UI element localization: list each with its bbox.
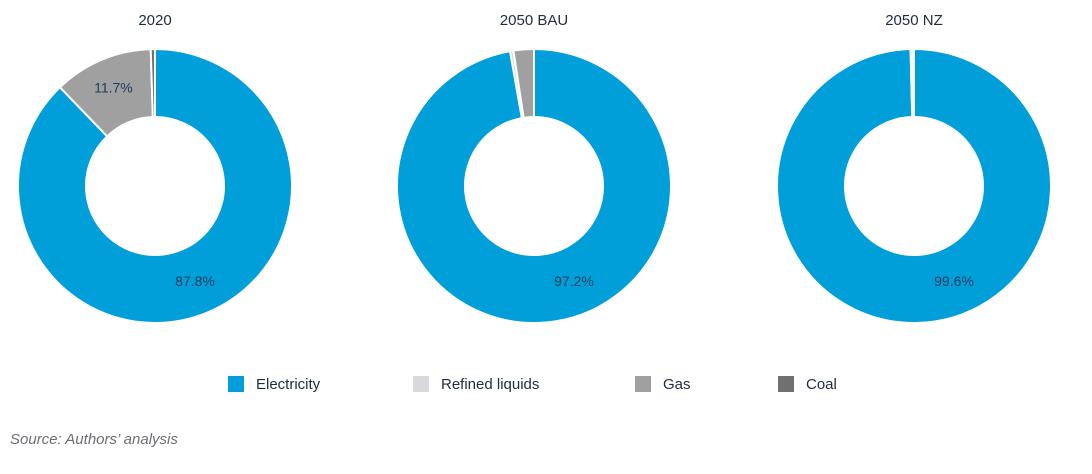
slice-gas	[512, 47, 535, 119]
donut-chart-2050-nz: 2050 NZ 99.6%	[776, 12, 1052, 324]
chart-title: 2050 BAU	[500, 12, 568, 29]
slice-label-electricity: 87.8%	[175, 273, 215, 289]
legend-item-coal: Coal	[778, 374, 837, 394]
legend-item-gas: Gas	[635, 374, 691, 394]
legend-label-refined-liquids: Refined liquids	[441, 375, 540, 393]
source-note: Source: Authors’ analysis	[10, 431, 178, 448]
slice-label-electricity: 99.6%	[934, 273, 974, 289]
donut-chart-2050-bau: 2050 BAU 97.2%	[396, 12, 672, 324]
donut-chart-2020: 2020 87.8% 11.7%	[17, 12, 293, 324]
legend-swatch-electricity	[228, 376, 244, 392]
legend-item-electricity: Electricity	[228, 374, 320, 394]
legend-label-coal: Coal	[806, 375, 837, 393]
slice-label-gas: 11.7%	[94, 79, 133, 95]
slice-electricity	[17, 47, 293, 324]
legend-swatch-refined-liquids	[413, 376, 429, 392]
slice-coal	[149, 47, 156, 119]
legend-swatch-coal	[778, 376, 794, 392]
legend-label-gas: Gas	[663, 375, 691, 393]
chart-title: 2020	[138, 12, 171, 29]
slice-electricity	[776, 47, 1052, 324]
slice-label-electricity: 97.2%	[554, 273, 594, 289]
slice-gas	[911, 47, 915, 119]
slice-electricity	[396, 47, 672, 324]
legend-item-refined-liquids: Refined liquids	[413, 374, 539, 394]
legend: Electricity Refined liquids Gas Coal	[228, 374, 928, 396]
legend-swatch-gas	[635, 376, 651, 392]
legend-label-electricity: Electricity	[256, 375, 321, 393]
chart-title: 2050 NZ	[885, 12, 943, 29]
